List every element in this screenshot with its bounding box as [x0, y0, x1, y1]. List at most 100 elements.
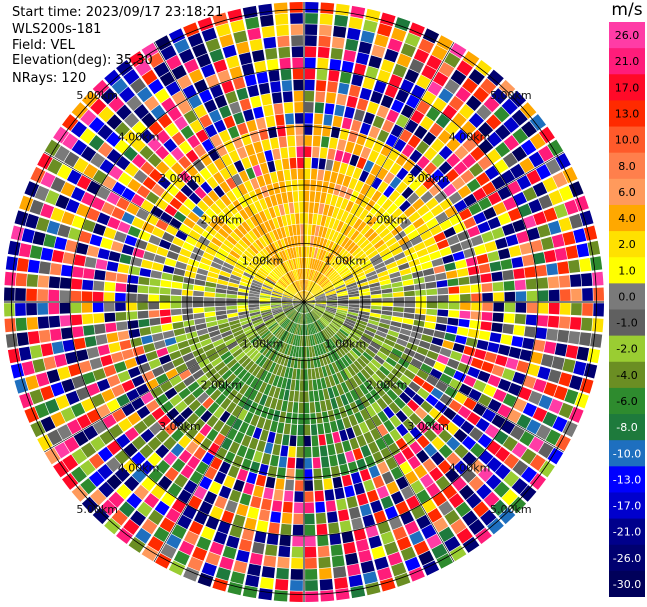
velocity-gate [83, 425, 98, 441]
velocity-gate [153, 62, 170, 78]
velocity-gate [183, 480, 198, 494]
velocity-gate [256, 440, 266, 453]
velocity-gate [340, 326, 351, 335]
velocity-gate [211, 237, 223, 247]
velocity-gate [179, 369, 192, 381]
velocity-gate [533, 339, 546, 352]
velocity-gate [108, 342, 121, 353]
velocity-gate [248, 363, 258, 374]
velocity-gate [495, 446, 511, 462]
velocity-gate [325, 193, 333, 205]
velocity-gate [553, 203, 568, 219]
velocity-gate [339, 267, 349, 276]
velocity-gate [420, 363, 433, 374]
velocity-gate [273, 205, 281, 217]
velocity-gate [230, 571, 245, 585]
velocity-gate [89, 357, 103, 370]
elevation-label: Elevation(deg): 35.30 [12, 53, 153, 68]
velocity-gate [455, 86, 471, 103]
velocity-gate [237, 368, 248, 380]
velocity-gate [81, 496, 99, 514]
velocity-gate [273, 2, 288, 14]
velocity-gate [160, 280, 172, 288]
velocity-gate [236, 444, 248, 458]
velocity-gate [210, 456, 223, 470]
velocity-gate [305, 335, 309, 347]
velocity-gate [487, 69, 504, 87]
velocity-gate [259, 303, 271, 307]
velocity-gate [337, 302, 349, 305]
velocity-gate [218, 461, 231, 475]
velocity-gate [413, 540, 430, 556]
velocity-gate [292, 311, 299, 322]
velocity-gate [86, 180, 101, 195]
velocity-gate [78, 360, 92, 374]
velocity-gate [448, 95, 464, 111]
velocity-gate [507, 382, 522, 397]
velocity-gate [291, 557, 303, 569]
velocity-gate [319, 147, 328, 159]
velocity-gate [390, 99, 405, 113]
velocity-gate [217, 228, 229, 239]
colorbar-swatch [609, 152, 645, 180]
velocity-gate [328, 522, 340, 534]
velocity-gate [280, 69, 292, 81]
velocity-gate [445, 168, 459, 183]
velocity-gate [269, 231, 277, 242]
velocity-gate [164, 257, 177, 267]
velocity-gate [475, 60, 492, 77]
velocity-gate [404, 556, 421, 572]
velocity-gate [511, 336, 524, 348]
velocity-gate [61, 378, 75, 393]
velocity-gate [557, 261, 570, 275]
velocity-gate [279, 251, 286, 262]
velocity-gate [271, 255, 280, 266]
velocity-gate [233, 112, 245, 125]
velocity-gate [311, 285, 320, 294]
velocity-gate [247, 506, 260, 520]
velocity-gate [174, 473, 188, 488]
velocity-gate [261, 312, 273, 318]
velocity-gate [547, 447, 564, 465]
velocity-gate [385, 237, 397, 247]
velocity-gate [255, 474, 267, 487]
velocity-gate [218, 322, 230, 330]
velocity-gate [200, 213, 213, 225]
velocity-gate [314, 293, 325, 298]
velocity-gate [226, 302, 237, 306]
velocity-gate [425, 197, 439, 210]
velocity-gate [466, 493, 482, 509]
velocity-gate [40, 247, 54, 261]
velocity-gate [370, 358, 382, 369]
velocity-gate [451, 414, 466, 428]
velocity-gate [123, 146, 138, 162]
velocity-gate [211, 357, 223, 367]
velocity-gate [314, 490, 325, 502]
velocity-gate [137, 302, 148, 311]
velocity-gate [469, 427, 484, 442]
velocity-gate [213, 471, 227, 485]
velocity-gate [313, 202, 320, 214]
velocity-gate [169, 217, 182, 229]
velocity-gate [305, 313, 308, 325]
velocity-gate [311, 310, 319, 320]
velocity-gate [294, 102, 304, 113]
velocity-gate [353, 482, 365, 495]
velocity-gate [293, 302, 304, 306]
velocity-gate [548, 398, 563, 414]
velocity-gate [155, 219, 169, 231]
velocity-gate [457, 405, 472, 419]
velocity-gate [121, 244, 135, 256]
velocity-gate [370, 235, 382, 246]
velocity-gate [346, 27, 361, 41]
velocity-gate [307, 313, 311, 324]
velocity-gate [358, 256, 370, 266]
velocity-gate [166, 534, 182, 549]
velocity-gate [497, 378, 512, 392]
velocity-gate [260, 309, 272, 314]
velocity-gate [453, 428, 468, 443]
velocity-gate [304, 168, 311, 180]
velocity-gate [272, 229, 280, 241]
velocity-gate [157, 113, 173, 129]
velocity-gate [529, 454, 546, 471]
